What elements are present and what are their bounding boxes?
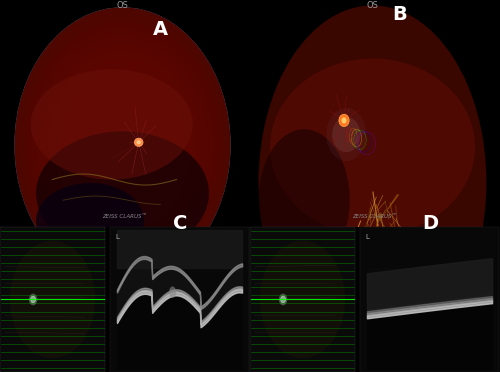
Bar <box>0 227 105 372</box>
Ellipse shape <box>270 58 475 235</box>
Ellipse shape <box>134 138 143 147</box>
Ellipse shape <box>60 65 185 225</box>
Bar <box>360 227 499 372</box>
Ellipse shape <box>26 22 219 269</box>
Ellipse shape <box>332 117 360 152</box>
Ellipse shape <box>66 73 180 218</box>
Ellipse shape <box>30 69 193 180</box>
Ellipse shape <box>72 80 174 211</box>
Ellipse shape <box>30 296 36 303</box>
Ellipse shape <box>88 102 156 189</box>
Ellipse shape <box>339 114 349 126</box>
Text: ZEISS CLARUS™: ZEISS CLARUS™ <box>352 215 398 219</box>
Ellipse shape <box>14 7 230 283</box>
Text: C: C <box>173 214 187 233</box>
Ellipse shape <box>14 7 230 283</box>
Text: ZEISS CLARUS™: ZEISS CLARUS™ <box>102 215 148 219</box>
Text: OS: OS <box>116 1 128 10</box>
Ellipse shape <box>279 294 287 305</box>
Ellipse shape <box>29 294 38 305</box>
Ellipse shape <box>54 58 191 232</box>
Bar <box>110 227 249 372</box>
Ellipse shape <box>37 36 208 254</box>
Ellipse shape <box>20 15 225 276</box>
Ellipse shape <box>82 94 162 196</box>
Ellipse shape <box>280 296 285 303</box>
Ellipse shape <box>342 117 346 124</box>
Ellipse shape <box>136 140 141 144</box>
Ellipse shape <box>36 131 209 255</box>
Ellipse shape <box>260 241 345 358</box>
Text: B: B <box>392 5 407 25</box>
Ellipse shape <box>169 286 176 298</box>
Bar <box>0 227 250 372</box>
Bar <box>250 227 500 372</box>
Ellipse shape <box>258 6 486 359</box>
Ellipse shape <box>43 44 202 247</box>
Text: D: D <box>422 214 438 233</box>
Ellipse shape <box>326 108 366 161</box>
Text: OS: OS <box>366 1 378 10</box>
Ellipse shape <box>100 116 146 174</box>
Text: A: A <box>152 20 168 39</box>
Ellipse shape <box>48 51 197 240</box>
Ellipse shape <box>94 109 151 182</box>
Ellipse shape <box>10 241 95 358</box>
Ellipse shape <box>111 131 134 160</box>
Text: L: L <box>365 234 369 240</box>
Bar <box>250 227 355 372</box>
Text: L: L <box>115 234 119 240</box>
Ellipse shape <box>106 124 140 167</box>
Ellipse shape <box>14 7 230 283</box>
Ellipse shape <box>36 183 144 259</box>
Ellipse shape <box>338 235 441 324</box>
Ellipse shape <box>258 129 350 271</box>
Ellipse shape <box>32 29 214 261</box>
Ellipse shape <box>117 138 128 153</box>
Ellipse shape <box>14 7 230 283</box>
Ellipse shape <box>77 87 168 203</box>
